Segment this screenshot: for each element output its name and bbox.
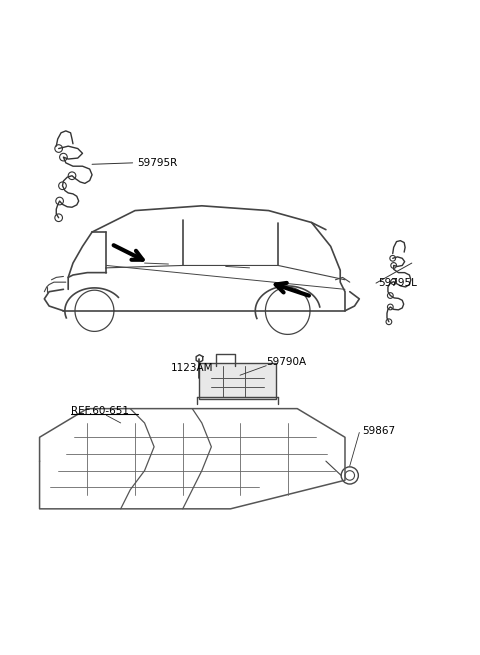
Text: 1123AM: 1123AM [171,363,213,373]
Text: REF.60-651: REF.60-651 [71,406,129,416]
Text: 59795R: 59795R [137,158,178,168]
FancyBboxPatch shape [199,364,276,399]
Text: 59867: 59867 [362,426,395,436]
Text: 59790A: 59790A [266,357,306,367]
Text: 59795L: 59795L [378,278,417,288]
